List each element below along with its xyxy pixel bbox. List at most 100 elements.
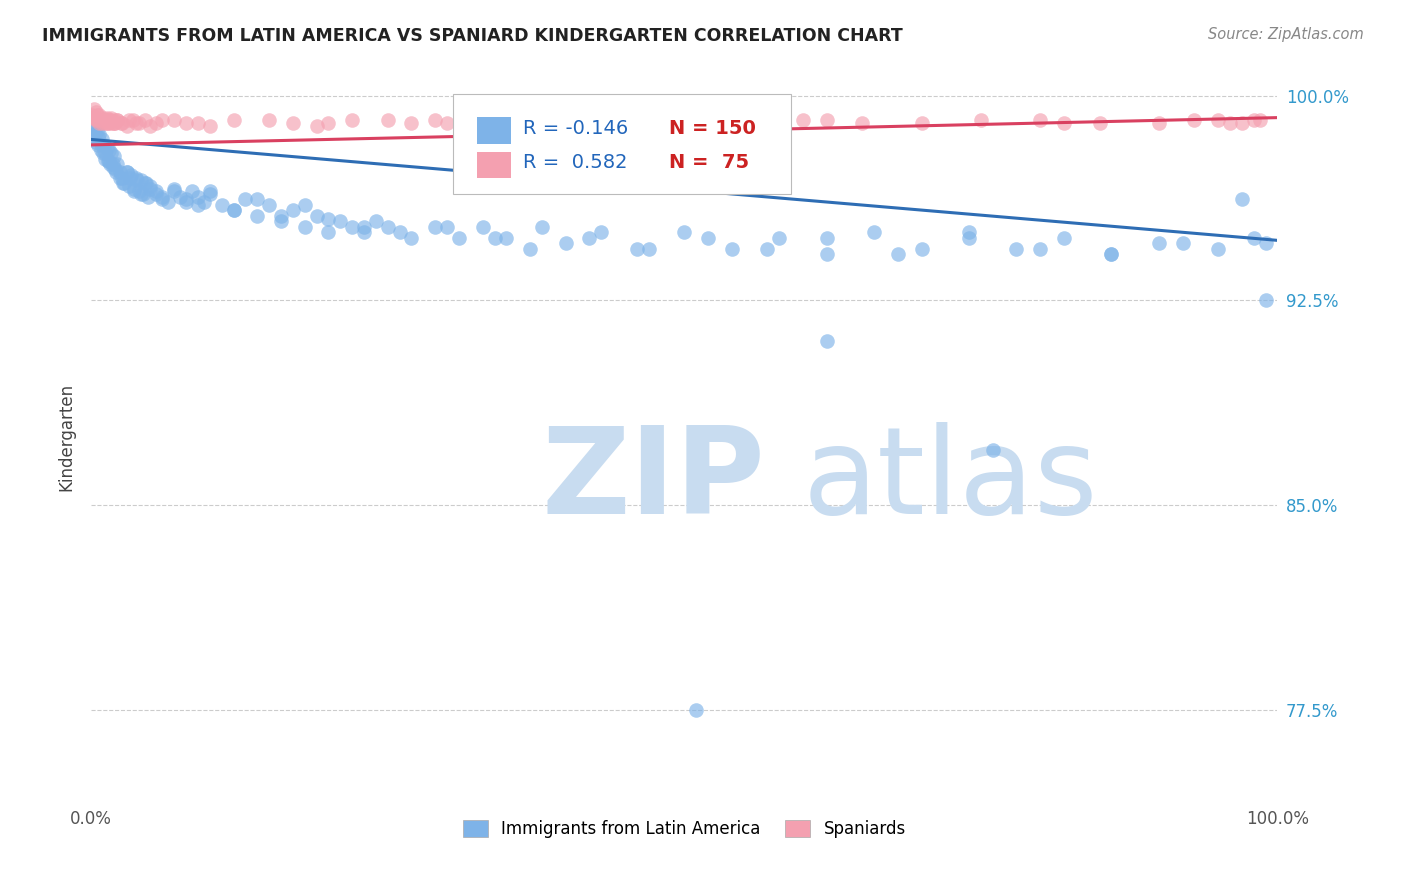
Point [193,195,215,210]
Point [364,214,387,228]
Point [235,193,257,207]
Point [91,146,114,161]
Point [697,230,720,244]
Point [471,219,494,234]
FancyBboxPatch shape [453,95,792,194]
Point [97,113,120,128]
FancyBboxPatch shape [477,117,512,144]
Text: IMMIGRANTS FROM LATIN AMERICA VS SPANIARD KINDERGARTEN CORRELATION CHART: IMMIGRANTS FROM LATIN AMERICA VS SPANIAR… [42,27,903,45]
Point [340,219,363,234]
Point [554,236,576,251]
Point [222,113,245,128]
Point [163,181,186,195]
Point [134,176,156,190]
Point [122,184,145,198]
Point [1219,116,1241,130]
Point [103,116,125,130]
Point [1147,236,1170,251]
FancyBboxPatch shape [477,152,512,178]
Point [121,113,143,128]
Point [84,105,107,120]
Point [132,186,155,201]
Point [318,116,340,130]
Point [129,186,152,201]
Point [484,230,506,244]
Point [150,113,173,128]
Point [1243,230,1265,244]
Point [425,219,447,234]
Point [815,247,838,261]
Point [1147,116,1170,130]
Text: R =  0.582: R = 0.582 [523,153,627,172]
Point [294,198,316,212]
Y-axis label: Kindergarten: Kindergarten [58,383,75,491]
Point [83,103,105,117]
Point [111,116,134,130]
Point [1099,247,1122,261]
Point [270,209,292,223]
Point [110,116,132,130]
Point [318,211,340,226]
Point [97,154,120,169]
Point [98,157,121,171]
Point [145,184,167,198]
Point [863,225,886,239]
Point [82,108,104,122]
Point [145,116,167,130]
Point [105,157,128,171]
Point [519,242,541,256]
Point [96,116,118,130]
Point [436,116,458,130]
Point [281,116,304,130]
Point [851,116,873,130]
Point [90,132,112,146]
Point [103,149,125,163]
Point [104,116,127,130]
Point [720,242,742,256]
Point [1230,116,1253,130]
Point [169,190,191,204]
Point [127,173,149,187]
Point [87,137,110,152]
Point [305,119,328,133]
Point [83,121,105,136]
Point [257,113,280,128]
Legend: Immigrants from Latin America, Spaniards: Immigrants from Latin America, Spaniards [456,813,912,845]
Point [495,230,517,244]
Point [1053,116,1076,130]
Point [637,242,659,256]
Text: Source: ZipAtlas.com: Source: ZipAtlas.com [1208,27,1364,42]
Point [815,230,838,244]
Point [118,113,141,128]
Point [108,170,131,185]
Point [436,219,458,234]
Point [89,116,111,130]
Point [957,225,980,239]
Point [96,140,118,154]
Point [97,154,120,169]
Point [174,116,197,130]
Point [1249,113,1271,128]
Point [353,219,375,234]
Point [90,113,112,128]
Point [86,108,108,122]
Point [673,116,696,130]
Point [187,198,209,212]
Point [270,214,292,228]
Point [111,170,134,185]
Point [139,119,162,133]
Point [150,193,173,207]
Point [377,113,399,128]
Point [294,219,316,234]
Point [815,334,838,349]
Point [685,702,707,716]
Point [94,152,117,166]
Point [118,178,141,193]
Point [136,190,159,204]
Point [222,203,245,218]
Point [139,178,162,193]
Point [626,242,648,256]
Point [246,193,269,207]
Point [100,111,122,125]
Point [101,116,124,130]
